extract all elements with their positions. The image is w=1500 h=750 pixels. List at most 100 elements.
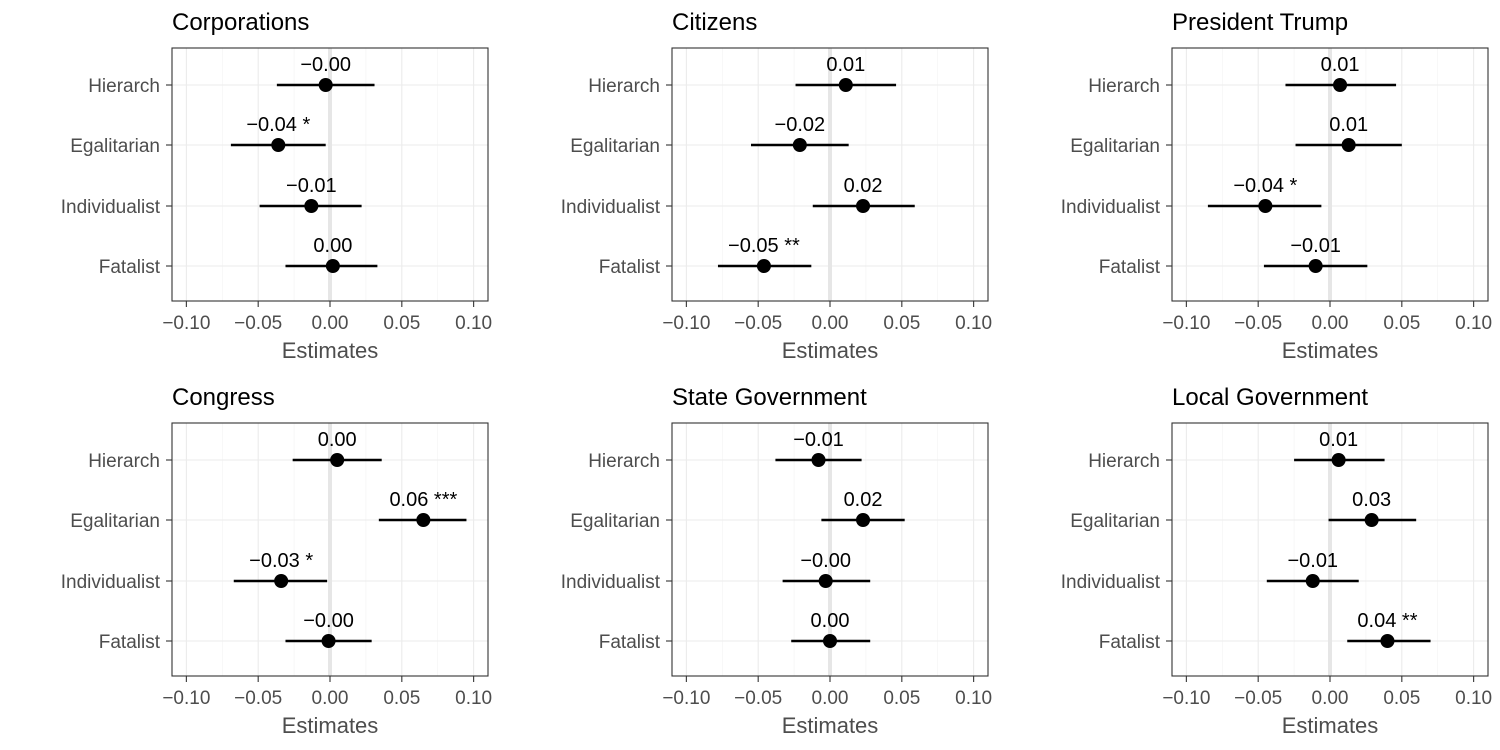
facet-panel: State Government Hierarch Egalitarian Indiv… [561, 384, 992, 738]
x-tick-label: −0.05 [734, 313, 782, 334]
x-tick-label: 0.05 [1383, 688, 1420, 709]
x-tick-label: 0.00 [1312, 688, 1349, 709]
estimate-label: 0.00 [811, 610, 850, 632]
panel-title: Local Government [1172, 384, 1368, 411]
x-tick-label: 0.00 [1312, 313, 1349, 334]
x-tick-label: 0.10 [955, 313, 992, 334]
estimate-label: −0.01 [1287, 550, 1338, 572]
y-tick-label: Individualist [1061, 572, 1161, 593]
estimate-point [1309, 259, 1323, 273]
estimate-point [1380, 634, 1394, 648]
x-tick-label: −0.10 [662, 688, 710, 709]
estimate-point [793, 138, 807, 152]
estimate-point [839, 78, 853, 92]
y-tick-label: Hierarch [88, 76, 160, 97]
y-tick-label: Egalitarian [1070, 136, 1160, 157]
x-tick-label: 0.00 [312, 313, 349, 334]
estimate-point [271, 138, 285, 152]
y-tick-label: Egalitarian [570, 511, 660, 532]
x-tick-label: 0.10 [455, 688, 492, 709]
estimate-point [856, 513, 870, 527]
facet-panel: Corporations Hierarch Egalitarian Individua… [61, 9, 492, 363]
estimate-label: 0.01 [1321, 54, 1360, 76]
x-tick-label: 0.00 [812, 688, 849, 709]
x-axis-title: Estimates [282, 338, 379, 363]
estimate-label: −0.00 [300, 54, 351, 76]
facet-panel: Citizens Hierarch Egalitarian Individualist… [561, 9, 992, 363]
estimate-label: −0.05 ** [728, 235, 800, 257]
x-tick-label: 0.05 [883, 313, 920, 334]
x-tick-label: −0.10 [162, 313, 210, 334]
y-tick-label: Fatalist [1099, 632, 1161, 653]
estimate-point [812, 453, 826, 467]
facet-figure: Corporations Hierarch Egalitarian Individua… [0, 0, 1500, 750]
x-tick-label: 0.10 [455, 313, 492, 334]
estimate-point [330, 453, 344, 467]
y-tick-label: Hierarch [1088, 76, 1160, 97]
x-tick-label: 0.05 [883, 688, 920, 709]
panel-title: State Government [672, 384, 867, 411]
x-axis-title: Estimates [282, 713, 379, 738]
x-axis-title: Estimates [782, 713, 879, 738]
estimate-label: 0.00 [318, 429, 357, 451]
y-tick-label: Individualist [1061, 197, 1161, 218]
facet-panel: Local Government Hierarch Egalitarian Indiv… [1061, 384, 1492, 738]
x-tick-label: −0.10 [1162, 313, 1210, 334]
estimate-point [823, 634, 837, 648]
estimate-point [319, 78, 333, 92]
estimate-point [304, 199, 318, 213]
panel-title: President Trump [1172, 9, 1348, 36]
y-tick-label: Hierarch [588, 76, 660, 97]
x-axis-title: Estimates [1282, 338, 1379, 363]
y-tick-label: Fatalist [599, 257, 661, 278]
x-tick-label: 0.10 [1455, 688, 1492, 709]
estimate-point [416, 513, 430, 527]
x-tick-label: 0.05 [1383, 313, 1420, 334]
x-tick-label: −0.05 [1234, 313, 1282, 334]
estimate-point [1365, 513, 1379, 527]
estimate-point [1332, 453, 1346, 467]
y-tick-label: Fatalist [99, 632, 161, 653]
estimate-label: 0.00 [313, 235, 352, 257]
estimate-label: 0.06 *** [389, 489, 457, 511]
x-tick-label: −0.05 [734, 688, 782, 709]
estimate-label: 0.02 [844, 489, 883, 511]
x-tick-label: 0.00 [812, 313, 849, 334]
estimate-point [322, 634, 336, 648]
estimate-label: 0.02 [844, 175, 883, 197]
panel-title: Corporations [172, 9, 309, 36]
x-axis-title: Estimates [782, 338, 879, 363]
estimate-label: −0.04 * [246, 114, 310, 136]
estimate-label: −0.00 [303, 610, 354, 632]
estimate-point [326, 259, 340, 273]
estimate-label: 0.03 [1352, 489, 1391, 511]
estimate-point [274, 574, 288, 588]
estimate-point [1342, 138, 1356, 152]
x-tick-label: 0.10 [1455, 313, 1492, 334]
x-tick-label: −0.10 [662, 313, 710, 334]
estimate-point [1258, 199, 1272, 213]
estimate-label: −0.03 * [249, 550, 313, 572]
estimate-point [1306, 574, 1320, 588]
facet-panel: Congress Hierarch Egalitarian Individualist… [61, 384, 492, 738]
x-axis-title: Estimates [1282, 713, 1379, 738]
estimate-label: −0.01 [286, 175, 337, 197]
facet-panel: President Trump Hierarch Egalitarian Indivi… [1061, 9, 1492, 363]
y-tick-label: Egalitarian [1070, 511, 1160, 532]
y-tick-label: Individualist [561, 197, 661, 218]
y-tick-label: Individualist [561, 572, 661, 593]
y-tick-label: Hierarch [88, 451, 160, 472]
estimate-point [856, 199, 870, 213]
y-tick-label: Individualist [61, 197, 161, 218]
y-tick-label: Hierarch [1088, 451, 1160, 472]
estimate-label: −0.00 [800, 550, 851, 572]
y-tick-label: Fatalist [1099, 257, 1161, 278]
estimate-label: 0.04 ** [1357, 610, 1417, 632]
x-tick-label: −0.05 [234, 313, 282, 334]
estimate-label: 0.01 [1319, 429, 1358, 451]
y-tick-label: Fatalist [99, 257, 161, 278]
x-tick-label: −0.10 [1162, 688, 1210, 709]
x-tick-label: −0.05 [1234, 688, 1282, 709]
estimate-label: −0.04 * [1233, 175, 1297, 197]
x-tick-label: 0.05 [383, 688, 420, 709]
